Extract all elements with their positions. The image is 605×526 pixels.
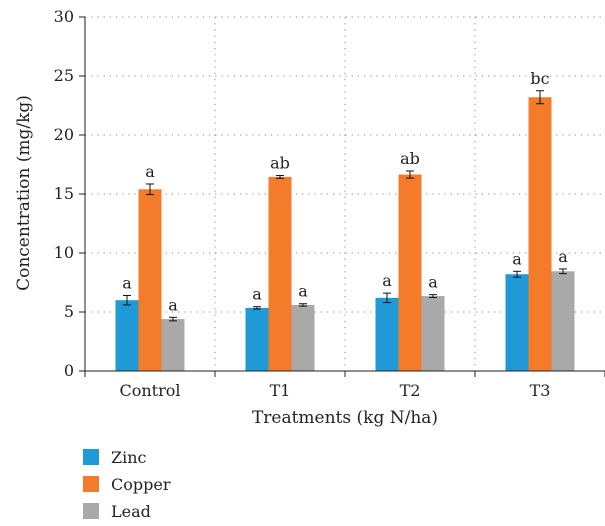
bar bbox=[138, 189, 162, 371]
x-tick-label: T1 bbox=[270, 381, 291, 400]
legend-swatch bbox=[83, 449, 99, 465]
x-tick-label: Control bbox=[119, 381, 180, 400]
legend-label: Zinc bbox=[111, 448, 147, 467]
data-labels: a a a Control a ab a T1 a ab a T2 a bc a T3 bbox=[119, 69, 568, 400]
y-tick-label: 5 bbox=[64, 302, 74, 321]
significance-label: a bbox=[168, 295, 178, 314]
bar bbox=[505, 274, 529, 371]
y-tick-label: 30 bbox=[54, 7, 74, 26]
legend-swatch bbox=[83, 476, 99, 492]
y-tick-label: 15 bbox=[54, 184, 74, 203]
significance-label: a bbox=[145, 162, 155, 181]
axes: 0 5 10 15 20 25 30 bbox=[54, 7, 605, 380]
significance-label: a bbox=[252, 285, 262, 304]
y-tick-label: 0 bbox=[64, 361, 74, 380]
bar bbox=[245, 307, 269, 371]
significance-label: a bbox=[512, 249, 522, 268]
bar bbox=[421, 296, 445, 371]
significance-label: a bbox=[382, 271, 392, 290]
bar bbox=[115, 300, 139, 371]
legend-label: Copper bbox=[111, 475, 171, 494]
bar bbox=[528, 97, 552, 372]
x-tick-label: T3 bbox=[530, 381, 551, 400]
legend-label: Lead bbox=[111, 502, 151, 521]
significance-label: a bbox=[122, 273, 132, 292]
y-tick-label: 10 bbox=[54, 243, 74, 262]
significance-label: a bbox=[428, 273, 438, 292]
bar bbox=[375, 297, 399, 371]
y-tick-label: 20 bbox=[54, 125, 74, 144]
significance-label: ab bbox=[270, 153, 290, 172]
y-tick-label: 25 bbox=[54, 66, 74, 85]
bar bbox=[551, 271, 575, 371]
legend-swatch bbox=[83, 503, 99, 519]
bar bbox=[291, 304, 315, 371]
y-axis-title: Concentration (mg/kg) bbox=[14, 95, 34, 291]
significance-label: bc bbox=[530, 69, 549, 88]
x-axis-title: Treatments (kg N/ha) bbox=[252, 408, 438, 428]
significance-label: a bbox=[558, 247, 568, 266]
significance-label: a bbox=[298, 282, 308, 301]
bars bbox=[115, 90, 575, 372]
bar bbox=[161, 319, 185, 371]
significance-label: ab bbox=[400, 149, 420, 168]
x-tick-label: T2 bbox=[400, 381, 421, 400]
bar bbox=[398, 174, 422, 371]
bar bbox=[268, 176, 292, 371]
legend: Zinc Copper Lead bbox=[83, 448, 171, 521]
